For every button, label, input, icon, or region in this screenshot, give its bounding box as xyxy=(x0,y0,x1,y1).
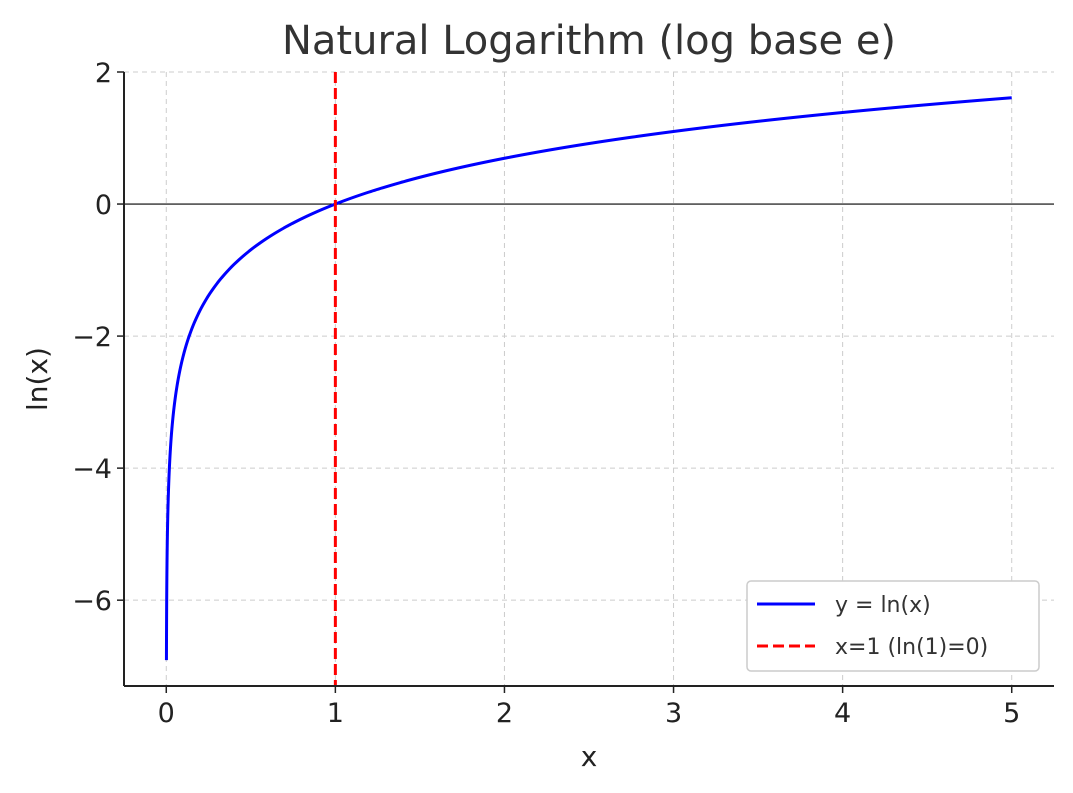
y-tick-label: 0 xyxy=(95,190,112,221)
series-ln-line xyxy=(164,96,1012,661)
ticks: 0 1 2 3 4 5 2 0 −2 −4 −6 xyxy=(72,58,1020,729)
y-tick-label: −6 xyxy=(72,586,112,617)
x-tick-label: 5 xyxy=(1003,698,1020,729)
x-tick-label: 4 xyxy=(834,698,851,729)
x-tick-label: 0 xyxy=(158,698,175,729)
legend-label-x1: x=1 (ln(1)=0) xyxy=(835,635,988,660)
series-layer xyxy=(164,72,1012,686)
legend-box xyxy=(746,580,1040,672)
x-tick-label: 1 xyxy=(327,698,344,729)
x-tick-label: 3 xyxy=(665,698,682,729)
legend: y = ln(x) x=1 (ln(1)=0) xyxy=(746,580,1040,672)
axes xyxy=(123,72,1054,687)
y-tick-label: −4 xyxy=(72,454,112,485)
y-tick-label: −2 xyxy=(72,322,112,353)
chart-title: Natural Logarithm (log base e) xyxy=(282,18,896,64)
y-axis-label: ln(x) xyxy=(21,347,54,411)
legend-label-ln: y = ln(x) xyxy=(835,593,931,618)
x-axis-label: x xyxy=(581,740,598,773)
y-tick-label: 2 xyxy=(95,58,112,89)
x-tick-label: 2 xyxy=(496,698,513,729)
